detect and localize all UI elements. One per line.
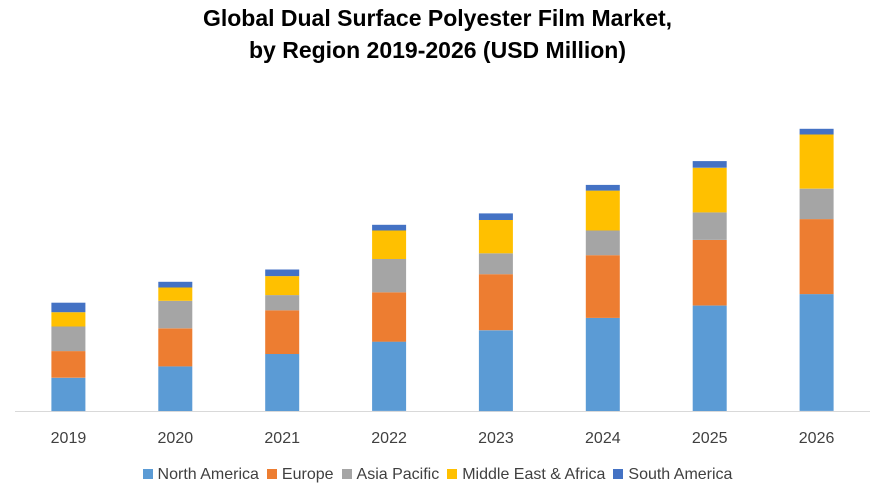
bar-segment-2021-europe [265,310,300,354]
bar-segment-2020-middle-east-africa [158,287,193,301]
bar-segment-2026-middle-east-africa [799,134,834,189]
bar-segment-2022-asia-pacific [372,259,407,293]
bar-segment-2024-north-america [585,317,620,411]
bar-segment-2021-middle-east-africa [265,276,300,296]
bar-segment-2019-middle-east-africa [51,312,86,327]
bar-segment-2023-middle-east-africa [478,220,513,254]
bar-segment-2025-north-america [692,305,727,411]
bar-segment-2024-asia-pacific [585,230,620,256]
legend-label: Middle East & Africa [462,466,606,483]
legend-item: North America [142,466,259,484]
bar-segment-2023-europe [478,274,513,331]
bar-segment-2021-asia-pacific [265,295,300,311]
x-tick-label: 2019 [51,430,87,447]
legend-swatch [613,469,624,479]
legend-label: South America [628,466,733,483]
chart-title-line1: Global Dual Surface Polyester Film Marke… [202,5,673,31]
legend-swatch [447,469,458,479]
bar-segment-2022-north-america [372,341,407,411]
bar-segment-2019-europe [51,351,86,378]
bar-segment-2022-middle-east-africa [372,230,407,259]
bar-segment-2020-south-america [158,281,193,288]
bar-segment-2020-north-america [158,366,193,411]
x-tick-label: 2025 [692,430,728,447]
x-tick-label: 2020 [158,430,194,447]
legend-item: South America [613,466,732,484]
legend-swatch [142,469,153,479]
bar-segment-2025-asia-pacific [692,212,727,240]
bar-segment-2024-south-america [585,184,620,191]
bar-segment-2024-europe [585,255,620,318]
bar-segment-2022-europe [372,292,407,342]
plot-area: 2019 2020 2021 2022 2023 2024 2025 2026 [15,128,870,447]
legend-label: Asia Pacific [356,466,440,483]
chart-title-line2: by Region 2019-2026 (USD Million) [248,37,627,63]
bar-segment-2023-north-america [478,330,513,412]
bar-segment-2019-south-america [51,302,86,313]
legend-label: North America [157,466,259,483]
x-tick-label: 2022 [371,430,407,447]
legend: North America Europe Asia Pacific Middle Ea… [0,466,875,484]
legend-swatch [341,469,352,479]
x-tick-label: 2026 [799,430,835,447]
bar-segment-2023-south-america [478,213,513,220]
bar-segment-2026-europe [799,219,834,295]
x-tick-label: 2021 [264,430,300,447]
legend-label: Europe [281,466,334,483]
bar-segment-2026-asia-pacific [799,188,834,220]
x-tick-label: 2023 [478,430,514,447]
bar-segment-2020-europe [158,328,193,367]
bar-segment-2019-north-america [51,377,86,412]
bar-segment-2023-asia-pacific [478,253,513,275]
bar-segment-2026-north-america [799,294,834,411]
bar-segment-2021-south-america [265,269,300,277]
chart-title: Global Dual Surface Polyester Film Marke… [0,2,875,66]
legend-item: Asia Pacific [341,466,440,484]
bar-segment-2025-europe [692,240,727,306]
bar-segment-2024-middle-east-africa [585,190,620,231]
legend-swatch [266,469,277,479]
bar-segment-2026-south-america [799,128,834,135]
legend-item: Europe [266,466,334,484]
bar-segment-2021-north-america [265,354,300,411]
bar-segment-2020-asia-pacific [158,300,193,329]
x-tick-label: 2024 [585,430,621,447]
bar-segment-2025-south-america [692,161,727,168]
legend-item: Middle East & Africa [447,466,605,484]
bar-segment-2025-middle-east-africa [692,167,727,213]
bar-segment-2019-asia-pacific [51,326,86,352]
bar-segment-2022-south-america [372,224,407,231]
